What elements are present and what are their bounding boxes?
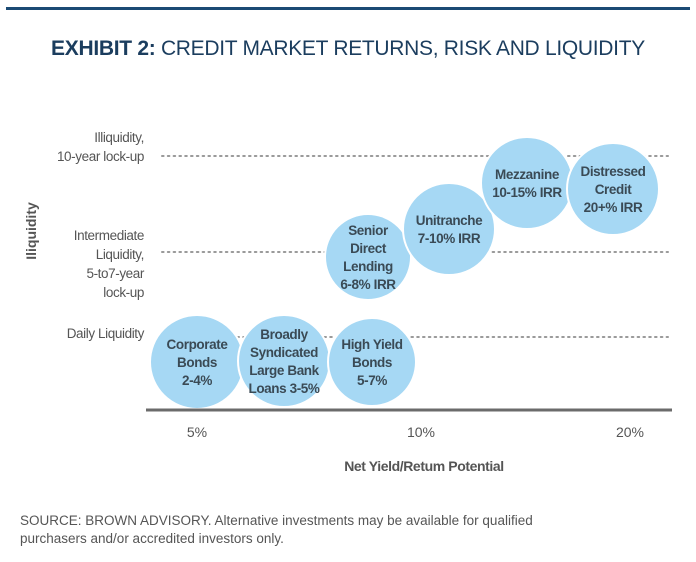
bubble-chart: Iliquidity Daily Liquidity Intermediate Liq… [23, 130, 672, 474]
bubble-label: 7-10% IRR [418, 231, 481, 246]
source-note: SOURCE: BROWN ADVISORY. Alternative inve… [20, 512, 670, 548]
bubble-label: Unitranche [416, 213, 483, 228]
source-line-1: SOURCE: BROWN ADVISORY. Alternative inve… [20, 513, 533, 528]
y-level-label: Intermediate [74, 228, 144, 243]
bubble-distressed-credit [566, 142, 660, 236]
bubble-label: 5-7% [357, 373, 387, 388]
bubble-unitranche [402, 182, 496, 276]
bubble-label: 2-4% [182, 373, 212, 388]
bubble-label: Lending [343, 259, 393, 274]
y-level-label: 5-to7-year [86, 266, 144, 281]
bubble-label: High Yield [341, 337, 402, 352]
bubble-label: Senior [348, 223, 389, 238]
y-level-label: Daily Liquidity [67, 326, 145, 341]
y-level-label: lock-up [103, 285, 144, 300]
y-level-label: 10-year lock-up [57, 149, 144, 164]
bubble-label: Direct [350, 241, 387, 256]
bubble-label: Broadly [260, 327, 308, 342]
title-exhibit: EXHIBIT 2: [51, 37, 156, 60]
bubble-high-yield-bonds [327, 317, 417, 407]
top-rule [6, 7, 690, 10]
bubble-label: Bonds [177, 355, 217, 370]
source-line-2: purchasers and/or accredited investors o… [20, 531, 284, 546]
bubble-label: Loans 3-5% [248, 381, 319, 396]
y-level-label: Illiquidity, [94, 130, 144, 145]
bubble-label: 10-15% IRR [492, 185, 562, 200]
bubble-mezzanine [480, 136, 574, 230]
bubble-label: Large Bank [249, 363, 319, 378]
bubble-label: Syndicated [250, 345, 318, 360]
title-text: CREDIT MARKET RETURNS, RISK AND LIQUIDIT… [155, 37, 645, 60]
x-tick-label: 5% [187, 424, 207, 440]
x-axis-title: Net Yield/Retum Potential [344, 458, 504, 474]
bubble-label: Corporate [167, 337, 229, 352]
x-tick-label: 10% [407, 424, 435, 440]
bubble-label: Mezzanine [495, 167, 560, 182]
y-axis-title: Iliquidity [23, 202, 39, 260]
y-level-label: Liquidity, [96, 247, 144, 262]
bubble-label: 6-8% IRR [340, 277, 396, 292]
bubble-label: Bonds [352, 355, 392, 370]
bubble-label: 20+% IRR [584, 200, 643, 215]
bubble-label: Credit [595, 182, 633, 197]
x-tick-label: 20% [616, 424, 644, 440]
bubble-label: Distressed [580, 164, 645, 179]
bubble-senior-direct-lending [324, 213, 412, 301]
chart-title: EXHIBIT 2: CREDIT MARKET RETURNS, RISK A… [0, 37, 696, 61]
